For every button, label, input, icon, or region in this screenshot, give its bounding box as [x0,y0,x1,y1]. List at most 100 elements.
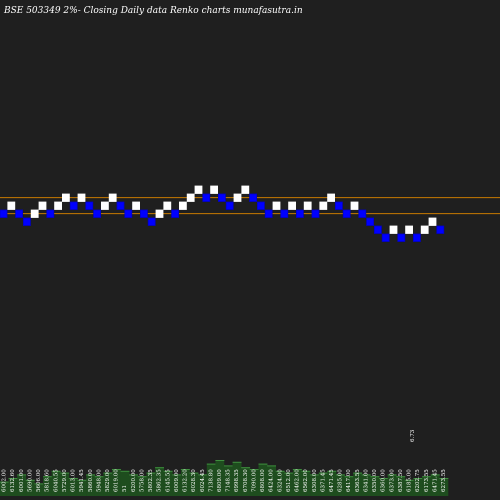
volume-bar-top [249,469,259,470]
volume-bar [241,467,251,496]
brick-down [0,209,8,218]
brick-down [412,233,421,242]
volume-label: 6512.00 [286,469,292,492]
volume-bar-top [310,474,320,476]
volume-bar-top [34,483,44,485]
volume-label: 6417.00 [346,469,352,492]
extra-label: 6.73 [410,429,416,442]
volume-bar [51,470,61,496]
brick-down [334,201,343,210]
brick-up [108,193,117,202]
volume-bar [258,463,268,496]
volume-bar [413,478,423,496]
volume-bar [17,474,27,496]
volume-label: 6001.00 [19,469,25,492]
volume-bar-top [129,474,139,476]
brick-down [22,217,31,226]
volume-bar [344,476,354,496]
volume-bar [189,472,199,496]
volume-bar-top [232,461,242,463]
volume-bar-top [163,470,173,472]
brick-up [272,201,281,210]
volume-label: 6132.60 [10,469,16,492]
volume-bar-top [94,476,104,478]
volume-bar [353,472,363,496]
volume-bar-top [25,479,35,481]
brick-up [194,185,203,194]
volume-bar [430,474,440,496]
brick-down [358,209,367,218]
volume-bar [34,483,44,496]
volume-bar [112,469,121,496]
volume-bar [163,470,173,496]
volume-bar [292,469,302,496]
volume-label: 5690.00 [27,469,33,492]
volume-bar-top [112,469,121,470]
volume-bar [94,476,104,496]
volume-bar [60,472,70,496]
brick-down [397,233,406,242]
volume-label: 51 [122,485,128,492]
brick-up [62,193,70,202]
brick-down [342,209,351,218]
brick-up [101,201,109,210]
volume-bar-top [180,469,190,470]
volume-label: 6308.00 [312,469,318,492]
volume-bar [404,479,414,496]
volume-bar-top [0,481,9,483]
volume-label: 5941.45 [79,469,85,492]
brick-up [405,225,414,234]
brick-down [171,209,180,218]
volume-label: 5948.00 [96,469,102,492]
volume-label: 6471.45 [329,469,335,492]
brick-up [30,209,39,218]
brick-down [280,209,289,218]
brick-up [428,217,437,226]
volume-bars [0,460,449,496]
volume-bar-top [172,474,182,476]
volume-label: 6808.00 [260,469,266,492]
volume-label: 5758.00 [139,469,145,492]
volume-label: 5818.60 [45,469,51,492]
volume-bar-top [361,474,371,476]
brick-up [77,193,86,202]
volume-bar-top [51,470,61,472]
volume-bar [129,474,139,496]
volume-label: 6324.00 [277,469,283,492]
volume-label: 7090.00 [251,469,257,492]
volume-label: 6040.55 [53,469,59,492]
volume-label: 6998.35 [234,469,240,492]
volume-bar-top [198,474,208,476]
brick-up [163,201,172,210]
volume-bar [198,474,208,496]
brick-down [256,201,265,210]
volume-bar [146,472,156,496]
volume-label: 6462.00 [295,469,301,492]
volume-bar [155,467,164,496]
chart-title: BSE 503349 2%- Closing Daily data Renko … [3,6,303,16]
brick-down [264,209,273,218]
volume-bar-top [439,478,449,479]
volume-label: 5862.35 [157,469,163,492]
volume-bar-top [275,470,285,472]
brick-up [241,185,250,194]
volume-bar [43,476,52,496]
volume-bar [396,476,406,496]
brick-down [93,209,101,218]
volume-bar [137,476,147,496]
volume-label: 6387.50 [398,469,404,492]
brick-down [295,209,304,218]
brick-up [420,225,429,234]
volume-bar [318,472,328,496]
volume-bar-top [387,474,397,476]
volume-label: 6708.30 [243,469,249,492]
brick-up [233,193,242,202]
volume-label: 6350.00 [372,469,378,492]
volume-label: 6285.00 [338,469,344,492]
brick-down [217,193,226,202]
brick-down [15,209,24,218]
volume-label: 7148.35 [226,469,232,492]
volume-label: 5829.00 [105,469,111,492]
